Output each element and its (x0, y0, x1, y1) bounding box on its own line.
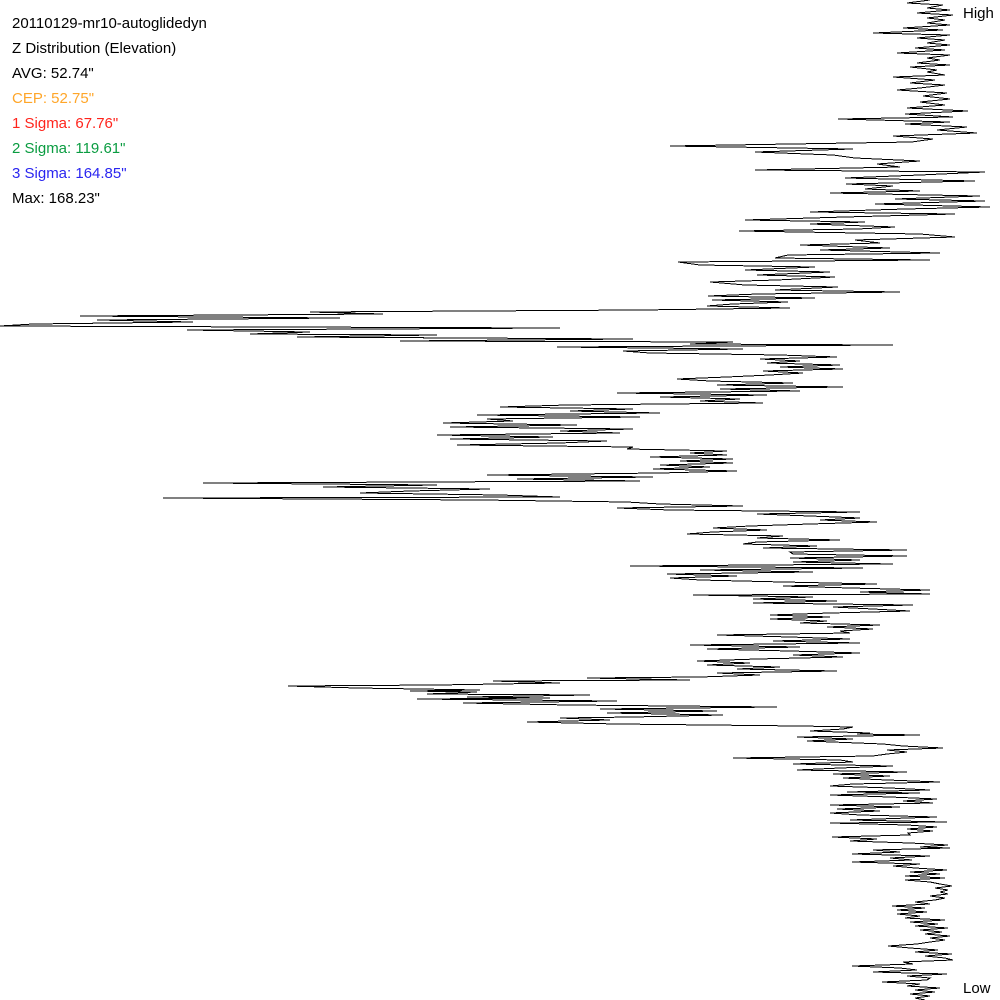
stat-2sigma: 2 Sigma: 119.61" (12, 140, 126, 157)
axis-label-low: Low (963, 980, 991, 997)
stat-3sigma: 3 Sigma: 164.85" (12, 165, 127, 182)
stat-cep: CEP: 52.75" (12, 90, 95, 107)
chart-subtitle: Z Distribution (Elevation) (12, 40, 177, 57)
stat-max: Max: 168.23" (12, 190, 100, 207)
axis-label-high: High (963, 5, 994, 22)
chart-info-block: 20110129-mr10-autoglidedyn Z Distributio… (12, 11, 207, 211)
dataset-title: 20110129-mr10-autoglidedyn (12, 15, 207, 32)
stat-1sigma: 1 Sigma: 67.76" (12, 115, 119, 132)
stat-avg: AVG: 52.74" (12, 65, 94, 82)
